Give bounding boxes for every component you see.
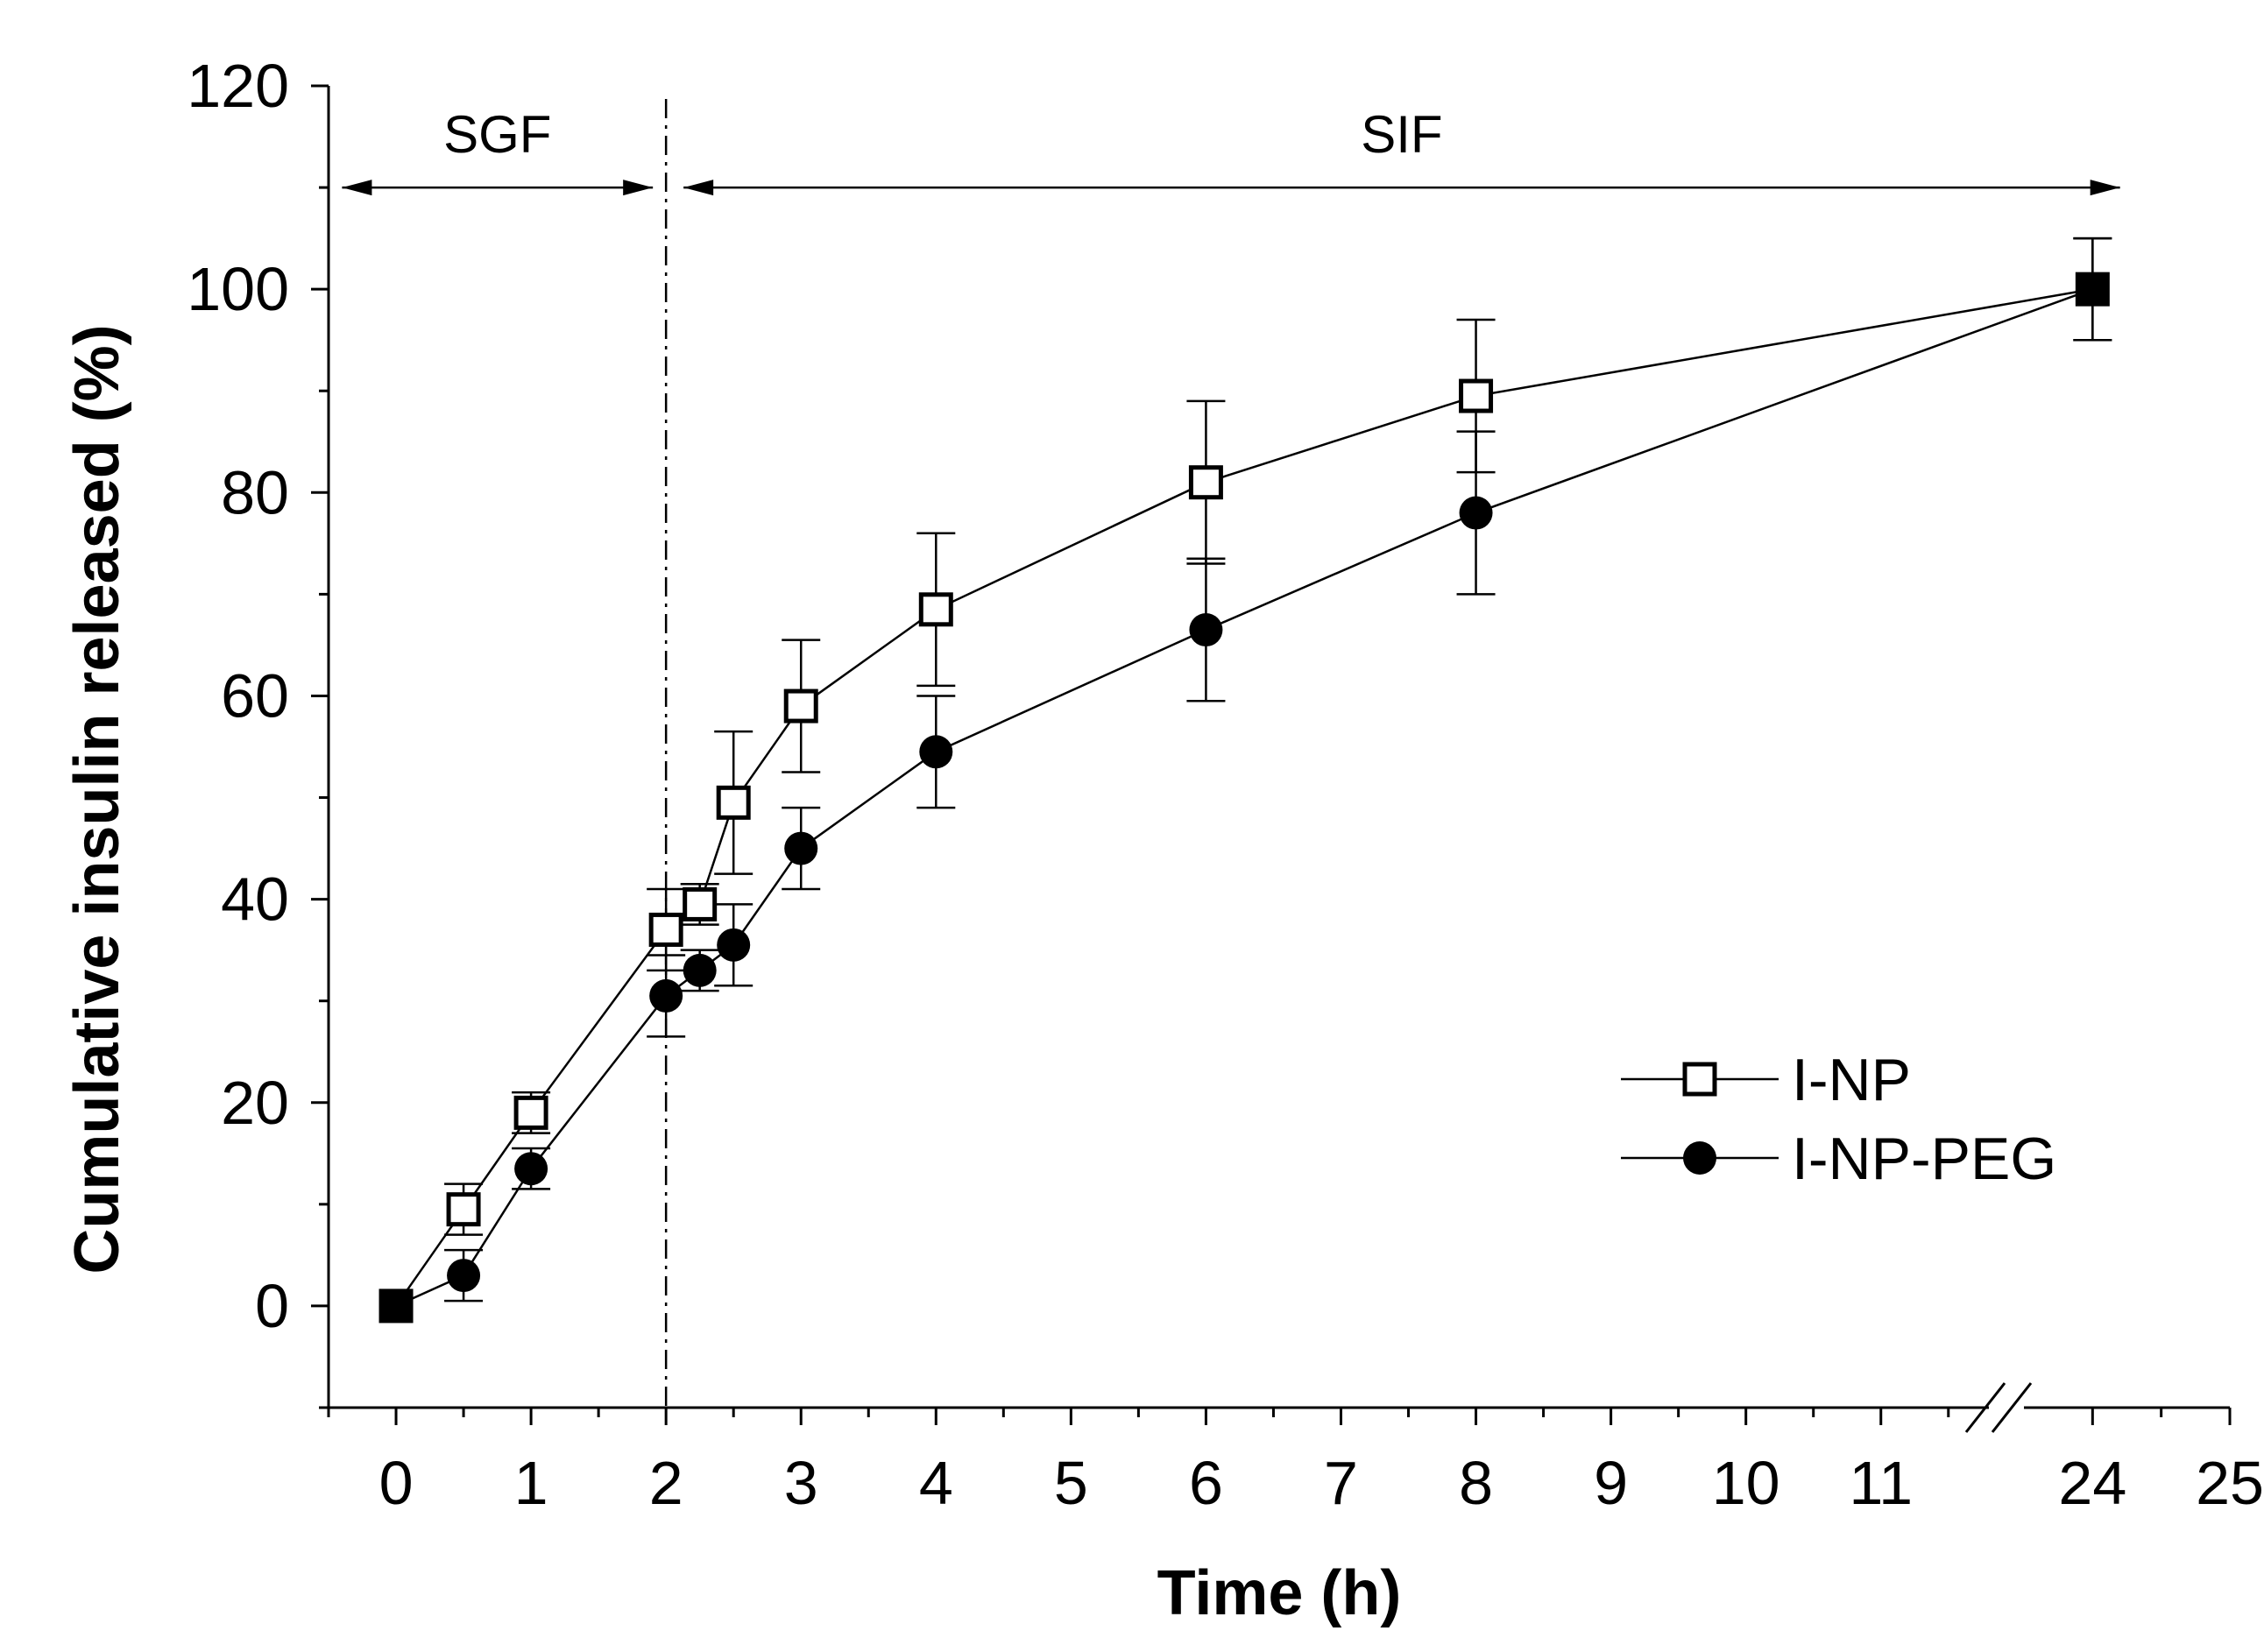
y-tick-label: 20 (221, 1069, 289, 1137)
x-tick-label: 11 (1849, 1449, 1913, 1517)
x-tick-label: 3 (784, 1449, 818, 1517)
x-tick-label: 4 (919, 1449, 953, 1517)
x-tick-label: 10 (1712, 1449, 1780, 1517)
y-tick-label: 0 (255, 1272, 289, 1340)
y-tick-label: 60 (221, 661, 289, 730)
data-point-square (2075, 272, 2110, 307)
data-point-circle (784, 831, 818, 865)
data-point-square (783, 688, 818, 724)
axis-break-mark-1 (1964, 1382, 2006, 1433)
data-point-circle (717, 928, 751, 962)
data-point-square (446, 1192, 481, 1227)
y-axis-title: Cumulative insulin released (%) (62, 324, 132, 1274)
x-tick-label: 25 (2196, 1449, 2264, 1517)
x-axis-title: Time (h) (1157, 1558, 1402, 1628)
x-tick-label: 7 (1324, 1449, 1358, 1517)
x-tick-label: 1 (514, 1449, 548, 1517)
data-point-square (716, 785, 751, 820)
arrow-head-right (2090, 180, 2120, 196)
x-tick-label: 5 (1054, 1449, 1088, 1517)
legend: I-NP I-NP-PEG (1621, 1047, 2056, 1192)
data-point-square (648, 912, 683, 947)
y-tick-label: 80 (221, 458, 289, 526)
y-tick-label: 40 (221, 865, 289, 934)
x-tick-label: 0 (379, 1449, 414, 1517)
x-tick-label: 9 (1594, 1449, 1628, 1517)
y-tick-label: 100 (187, 255, 289, 323)
arrow-head-left (683, 180, 714, 196)
region-label: SIF (1361, 105, 1442, 164)
legend-label: I-NP (1792, 1047, 1911, 1113)
data-point-square (513, 1095, 548, 1130)
region-label: SGF (443, 105, 551, 164)
data-point-square (1188, 465, 1223, 500)
x-tick-label: 2 (649, 1449, 683, 1517)
x-tick-label: 24 (2058, 1449, 2126, 1517)
x-tick-label: 6 (1189, 1449, 1223, 1517)
data-point-circle (1459, 496, 1493, 530)
axis-break-mark-2 (1991, 1382, 2033, 1433)
data-point-circle (514, 1152, 548, 1186)
arrow-head-left (342, 180, 372, 196)
arrow-head-right (623, 180, 654, 196)
data-point-circle (1189, 613, 1223, 647)
legend-marker-square (1682, 1062, 1717, 1097)
data-point-circle (683, 953, 717, 987)
data-point-circle (919, 735, 953, 769)
data-point-square (1459, 378, 1494, 413)
legend-label: I-NP-PEG (1792, 1126, 2056, 1192)
x-tick-label: 8 (1459, 1449, 1493, 1517)
data-point-circle (649, 978, 683, 1013)
axes: 0 20 40 60 80 100 120 0 1 2 3 4 5 6 7 8 9 10 11 24 25 SGF SIF (187, 52, 2264, 1517)
data-point-square (918, 592, 953, 627)
legend-marker-circle (1683, 1141, 1716, 1175)
data-point-circle (447, 1259, 481, 1293)
data-point-square (379, 1288, 414, 1324)
data-marks (379, 237, 2112, 1324)
data-point-square (683, 886, 718, 921)
y-tick-label: 120 (187, 52, 289, 120)
